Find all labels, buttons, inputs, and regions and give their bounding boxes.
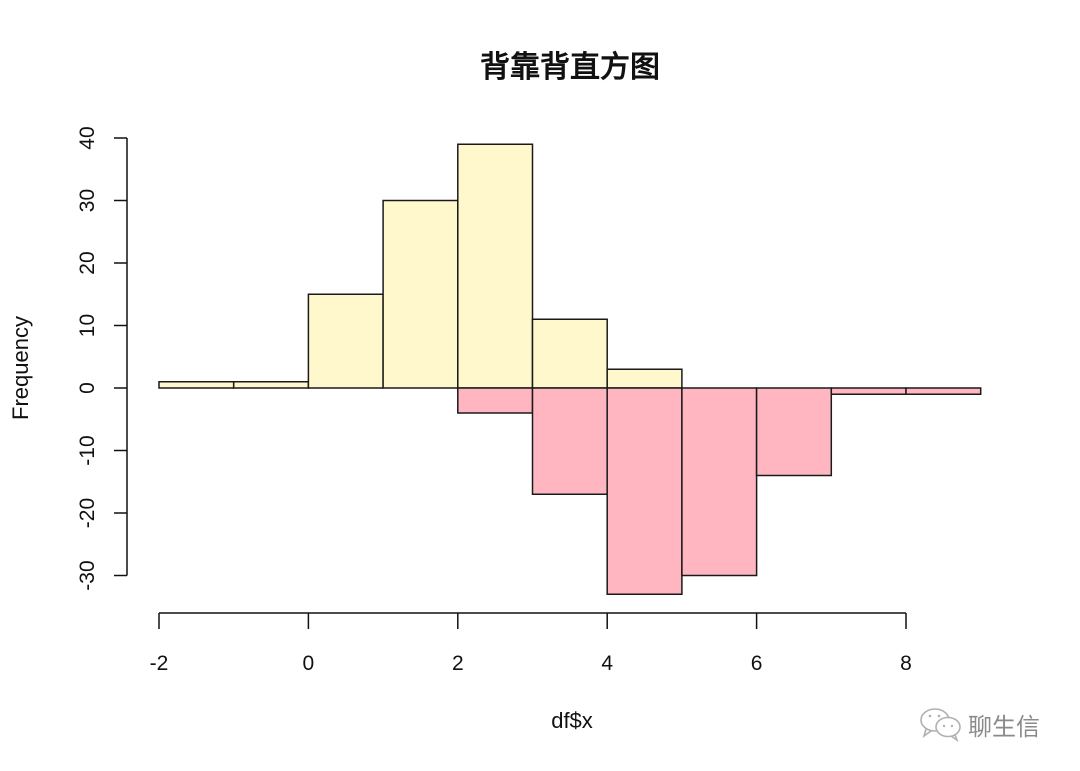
histogram-bar-upper xyxy=(307,293,384,389)
y-tick-label: 40 xyxy=(76,126,99,149)
histogram-bar-lower xyxy=(755,387,833,477)
y-tick-label: 0 xyxy=(76,382,99,394)
wechat-icon xyxy=(920,708,961,742)
y-axis-label: Frequency xyxy=(8,316,33,420)
y-tick-label: -20 xyxy=(76,498,99,528)
x-tick-label: 4 xyxy=(601,652,613,675)
y-tick-label: 10 xyxy=(76,314,99,337)
histogram-bar-lower xyxy=(681,387,758,577)
x-tick-label: 0 xyxy=(303,652,315,675)
histogram-bar-lower xyxy=(606,387,683,595)
x-tick-label: 2 xyxy=(452,652,464,675)
y-tick-label: -30 xyxy=(76,560,99,590)
histogram-bar-upper xyxy=(382,199,459,389)
y-tick-label: 30 xyxy=(76,189,99,212)
histogram-bar-upper xyxy=(158,381,235,389)
x-axis-label: df$x xyxy=(551,708,593,733)
x-tick-label: 8 xyxy=(900,652,912,675)
y-tick-label: -10 xyxy=(76,435,99,465)
histogram-bar-lower xyxy=(830,387,907,395)
histogram-bar-lower xyxy=(531,387,608,495)
x-tick-label: 6 xyxy=(751,652,763,675)
watermark-text: 聊生信 xyxy=(968,712,1040,741)
histogram-bar-lower xyxy=(457,387,534,414)
x-tick-label: -2 xyxy=(150,652,169,675)
histogram-bar-upper xyxy=(232,381,310,389)
histogram-bar-upper xyxy=(531,318,608,389)
histogram-bar-upper xyxy=(457,143,534,389)
chart-title: 背靠背直方图 xyxy=(480,50,660,85)
histogram-bar-upper xyxy=(606,368,683,389)
watermark: 聊生信 xyxy=(918,706,1040,742)
histogram-bar-lower xyxy=(905,387,982,395)
y-tick-label: 20 xyxy=(76,251,99,274)
